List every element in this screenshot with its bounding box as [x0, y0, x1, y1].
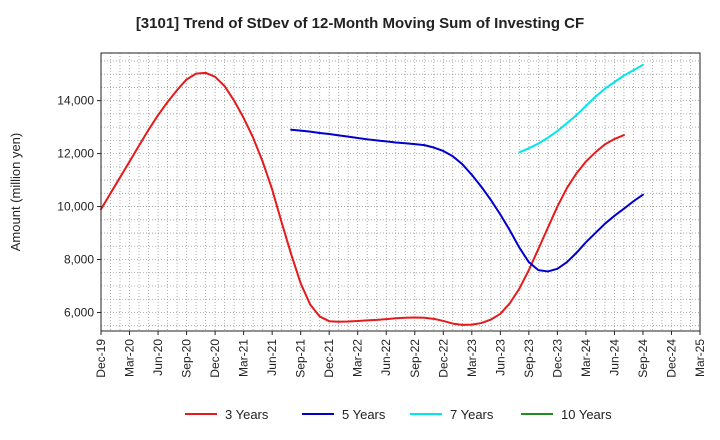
series-line-7-years	[518, 63, 644, 154]
x-tick-label: Mar-25	[693, 339, 707, 377]
x-tick-label: Dec-23	[550, 339, 564, 378]
x-tick-label: Jun-22	[379, 339, 393, 376]
x-tick-label: Jun-24	[607, 339, 621, 376]
y-tick-label: 8,000	[64, 253, 94, 267]
legend-label-10-years: 10 Years	[561, 407, 612, 422]
legend: 3 Years 5 Years 7 Years 10 Years	[185, 407, 612, 422]
x-tick-label: Mar-24	[579, 339, 593, 377]
x-tick-label: Sep-22	[408, 339, 422, 378]
x-tick-label: Sep-23	[522, 339, 536, 378]
y-tick-label: 12,000	[57, 147, 94, 161]
x-tick-label: Sep-21	[294, 339, 308, 378]
legend-label-5-years: 5 Years	[342, 407, 386, 422]
plot-area	[100, 52, 701, 332]
grid-lines	[100, 53, 701, 331]
x-tick-label: Sep-20	[180, 339, 194, 378]
series-line-3-years	[100, 71, 625, 326]
y-axis-ticks: 6,000 8,000 10,000 12,000 14,000	[57, 94, 101, 319]
x-tick-label: Jun-20	[151, 339, 165, 376]
y-axis-title: Amount (million yen)	[8, 133, 23, 252]
x-axis-ticks: Dec-19 Mar-20 Jun-20 Sep-20 Dec-20 Mar-21 Jun-…	[94, 331, 707, 378]
x-tick-label: Dec-20	[208, 339, 222, 378]
x-tick-label: Jun-21	[265, 339, 279, 376]
x-tick-label: Sep-24	[636, 339, 650, 378]
x-tick-label: Mar-21	[237, 339, 251, 377]
y-tick-label: 14,000	[57, 94, 94, 108]
x-tick-label: Mar-22	[351, 339, 365, 377]
x-tick-label: Mar-23	[465, 339, 479, 377]
x-tick-label: Dec-21	[322, 339, 336, 378]
x-tick-label: Mar-20	[123, 339, 137, 377]
y-tick-label: 10,000	[57, 200, 94, 214]
series-line-5-years	[290, 128, 644, 273]
x-tick-label: Dec-22	[436, 339, 450, 378]
chart-title: [3101] Trend of StDev of 12-Month Moving…	[136, 15, 584, 32]
x-tick-label: Jun-23	[493, 339, 507, 376]
legend-label-7-years: 7 Years	[450, 407, 494, 422]
legend-label-3-years: 3 Years	[225, 407, 269, 422]
x-tick-label: Dec-19	[94, 339, 108, 378]
x-tick-label: Dec-24	[664, 339, 678, 378]
y-tick-label: 6,000	[64, 305, 94, 319]
series-lines	[100, 63, 644, 326]
